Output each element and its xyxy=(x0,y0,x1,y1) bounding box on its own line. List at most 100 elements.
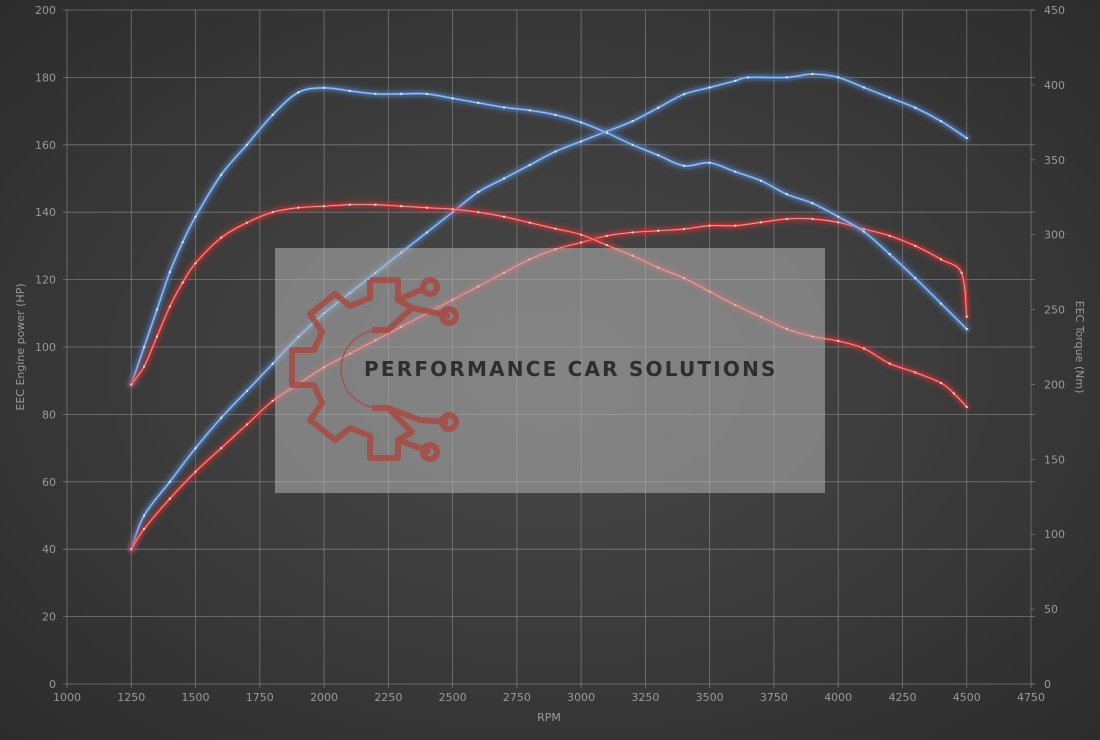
data-point xyxy=(374,203,377,206)
data-point xyxy=(888,96,891,99)
x-tick-labels: 1000 1250 1500 1750 2000 2250 2500 2750 3000 3250… xyxy=(53,691,1045,704)
x-axis-title: RPM xyxy=(537,711,561,724)
y-left-tick-labels: 0 20 40 60 80 100 120 140 160 180 200 xyxy=(35,4,56,691)
data-point xyxy=(605,244,608,247)
data-point xyxy=(631,231,634,234)
y-left-tick-label: 100 xyxy=(35,341,56,354)
x-tick-label: 1000 xyxy=(53,691,81,704)
watermark-panel xyxy=(275,248,825,493)
y-left-axis-title: EEC Engine power (HP) xyxy=(14,283,27,410)
data-point xyxy=(143,527,146,531)
data-point xyxy=(682,93,686,96)
data-point xyxy=(400,205,403,208)
data-point xyxy=(657,154,660,157)
data-point xyxy=(143,345,146,349)
data-point xyxy=(837,339,840,343)
y-left-tick-label: 60 xyxy=(42,476,56,489)
data-point xyxy=(194,447,197,450)
y-right-axis-title: EEC Torque (Nm) xyxy=(1073,301,1086,394)
series-highlight xyxy=(130,73,967,550)
data-point xyxy=(245,423,249,426)
data-point xyxy=(914,277,917,280)
x-tick-label: 3250 xyxy=(631,691,659,704)
data-point xyxy=(554,150,557,153)
y-left-tick-label: 20 xyxy=(42,611,56,624)
y-left-tick-label: 180 xyxy=(35,71,56,84)
y-left-tick-label: 160 xyxy=(35,139,56,152)
data-point xyxy=(862,230,866,233)
data-point xyxy=(837,76,840,79)
data-point xyxy=(580,121,583,124)
y-left-tick-label: 40 xyxy=(42,543,56,556)
data-point xyxy=(194,262,197,265)
data-point xyxy=(914,371,917,374)
y-left-tick-label: 80 xyxy=(42,408,56,421)
data-point xyxy=(143,365,146,368)
data-point xyxy=(425,92,428,95)
data-point xyxy=(155,308,159,311)
data-point xyxy=(708,161,711,164)
x-tick-label: 4500 xyxy=(953,691,981,704)
data-point xyxy=(914,106,917,109)
data-point xyxy=(888,362,891,365)
data-point xyxy=(130,548,133,551)
data-point xyxy=(181,281,184,284)
data-point xyxy=(605,234,608,237)
data-point xyxy=(245,143,249,146)
x-tick-label: 3000 xyxy=(567,691,595,704)
data-point xyxy=(348,203,351,206)
data-point xyxy=(271,362,274,365)
data-point xyxy=(888,253,891,256)
data-point xyxy=(734,170,737,173)
data-point xyxy=(939,258,943,261)
x-tick-label: 1750 xyxy=(246,691,274,704)
data-point xyxy=(580,140,583,143)
data-point xyxy=(939,120,943,123)
gridlines xyxy=(63,9,1035,688)
torque-curve-blue xyxy=(127,84,971,388)
y-right-tick-label: 0 xyxy=(1044,678,1051,691)
data-point xyxy=(759,179,763,182)
data-point xyxy=(657,229,660,232)
data-point xyxy=(477,190,480,194)
data-point xyxy=(554,227,557,230)
data-point xyxy=(605,131,608,134)
y-left-tick-label: 200 xyxy=(35,4,56,17)
data-point xyxy=(220,416,223,419)
y-right-tick-label: 50 xyxy=(1044,603,1058,616)
data-point xyxy=(425,231,428,234)
data-point xyxy=(168,271,171,274)
data-point xyxy=(220,173,223,176)
y-left-tick-label: 140 xyxy=(35,206,56,219)
x-tick-label: 3750 xyxy=(760,691,788,704)
data-point xyxy=(168,497,171,500)
watermark-text: PERFORMANCE CAR SOLUTIONS xyxy=(364,357,778,381)
data-point xyxy=(759,221,763,224)
data-point xyxy=(939,381,943,385)
data-point xyxy=(271,211,274,214)
y-right-tick-label: 100 xyxy=(1044,528,1065,541)
data-point xyxy=(322,205,326,208)
data-point xyxy=(631,120,634,123)
data-point xyxy=(400,92,403,95)
data-point xyxy=(528,221,531,224)
data-point xyxy=(914,244,917,247)
data-point xyxy=(168,480,171,483)
data-point xyxy=(965,136,968,140)
x-tick-label: 2000 xyxy=(310,691,338,704)
data-point xyxy=(181,241,184,244)
data-point xyxy=(220,236,223,239)
data-point xyxy=(297,206,300,209)
data-point xyxy=(143,514,146,517)
data-point xyxy=(194,215,197,218)
torque-curve-red xyxy=(127,201,971,411)
y-left-tick-label: 120 xyxy=(35,274,56,287)
x-tick-label: 1500 xyxy=(182,691,210,704)
y-right-tick-label: 300 xyxy=(1044,229,1065,242)
data-point xyxy=(734,224,737,227)
data-point xyxy=(245,221,249,224)
y-right-tick-label: 200 xyxy=(1044,378,1065,391)
data-point xyxy=(837,215,840,218)
data-point xyxy=(322,86,326,89)
